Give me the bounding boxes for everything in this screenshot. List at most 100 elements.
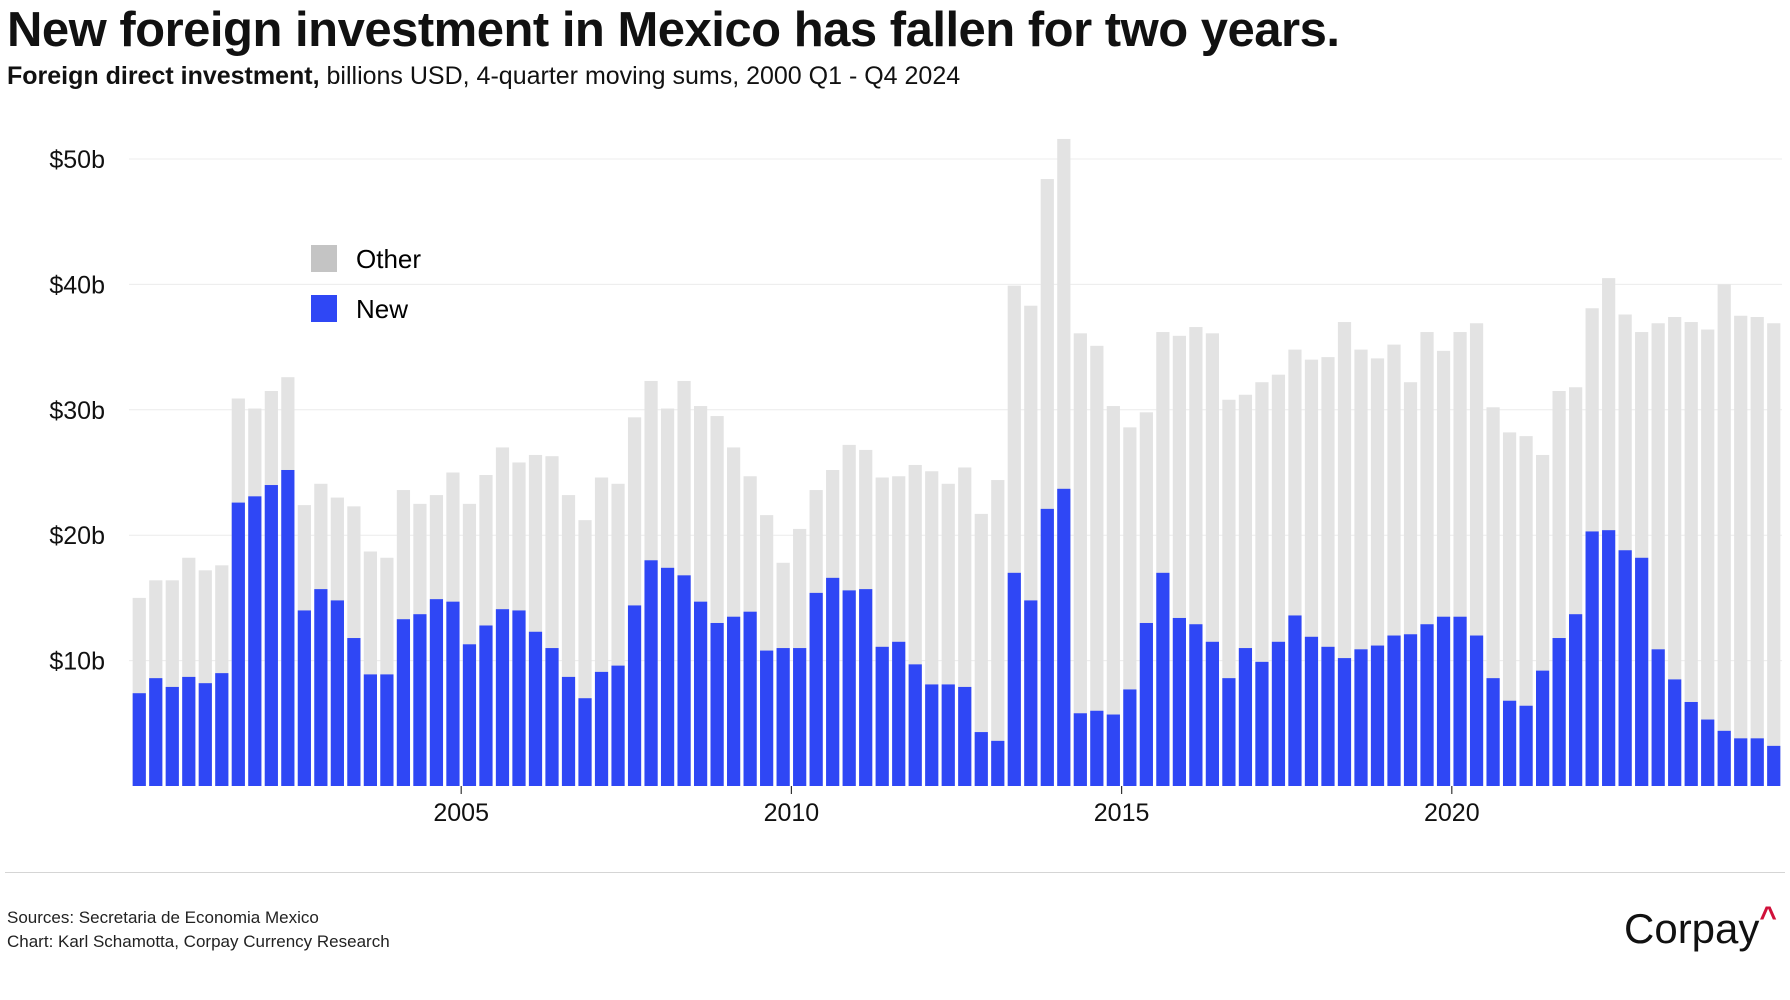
bar-new	[215, 673, 229, 786]
logo-mark: ^	[1759, 901, 1777, 934]
bar-new	[710, 622, 724, 786]
bar-new	[1123, 689, 1137, 786]
y-tick-label: $10b	[49, 648, 105, 676]
credit-text: Chart: Karl Schamotta, Corpay Currency R…	[7, 932, 390, 951]
bar-new	[1007, 572, 1021, 786]
bar-new	[413, 614, 427, 786]
chart-subtitle: Foreign direct investment, billions USD,…	[7, 62, 960, 91]
bar-new	[231, 502, 245, 786]
bar-new	[677, 575, 691, 786]
bar-new	[347, 638, 361, 786]
x-tick-label: 2010	[764, 799, 820, 827]
bar-new	[1354, 649, 1368, 786]
bar-new	[561, 676, 576, 786]
bar-new	[1172, 617, 1186, 786]
bar-new	[545, 648, 559, 786]
bar-chart: $10b $20b $30b $40b $50b 2005 2010 2015 2020 Ot…	[49, 138, 1782, 827]
bar-other	[1734, 315, 1748, 786]
y-tick-label: $20b	[49, 522, 105, 550]
bar-other	[1073, 333, 1087, 786]
subtitle-bold: Foreign direct investment,	[7, 62, 320, 90]
bar-new	[1618, 550, 1632, 786]
bar-new	[1602, 530, 1616, 786]
bar-new	[859, 589, 873, 786]
bar-new	[1536, 670, 1550, 786]
bar-new	[380, 674, 394, 786]
bar-other	[1668, 317, 1682, 786]
bar-new	[1057, 488, 1071, 786]
bar-new	[528, 631, 543, 786]
bar-other	[1519, 436, 1533, 786]
bar-new	[1288, 615, 1302, 786]
bar-new	[925, 684, 939, 786]
bar-new	[875, 646, 889, 786]
chart-title: New foreign investment in Mexico has fal…	[7, 3, 1340, 57]
y-tick-label: $40b	[49, 271, 105, 299]
bar-new	[149, 678, 163, 786]
bar-new	[1767, 745, 1781, 786]
bar-new	[1271, 641, 1286, 786]
legend-swatch-new	[311, 295, 337, 322]
bar-other	[1750, 317, 1764, 786]
bar-new	[281, 469, 295, 786]
y-axis-ticks: $10b $20b $30b $40b $50b	[49, 146, 105, 676]
bar-new	[1436, 616, 1451, 786]
bars	[132, 138, 1781, 787]
bar-new	[429, 599, 444, 786]
bar-other	[1106, 406, 1120, 786]
subtitle-rest: billions USD, 4-quarter moving sums, 200…	[319, 62, 961, 90]
bar-new	[479, 625, 493, 786]
bar-new	[1255, 661, 1269, 786]
bar-new	[958, 686, 972, 786]
x-axis-ticks: 2005 2010 2015 2020	[433, 786, 1480, 827]
legend: Other New	[311, 244, 421, 324]
bar-new	[1701, 719, 1715, 786]
bar-new	[182, 676, 196, 786]
bar-new	[1337, 658, 1352, 786]
bar-new	[1222, 678, 1236, 786]
footer-divider	[5, 872, 1785, 873]
bar-new	[826, 577, 840, 786]
bar-new	[1750, 738, 1764, 786]
bar-new	[1139, 622, 1153, 786]
bar-new	[991, 740, 1005, 786]
bar-new	[644, 560, 658, 786]
bar-new	[776, 648, 790, 786]
bar-new	[941, 684, 955, 786]
bar-new	[1238, 648, 1253, 786]
bar-new	[446, 601, 460, 786]
bar-new	[1040, 508, 1054, 786]
x-tick-label: 2020	[1424, 799, 1480, 827]
bar-new	[1370, 645, 1385, 786]
bar-other	[1701, 329, 1715, 786]
bar-new	[363, 674, 377, 786]
bar-new	[165, 686, 179, 786]
bar-new	[264, 485, 278, 786]
bar-other	[1502, 432, 1517, 786]
bar-new	[1469, 635, 1484, 786]
corpay-logo: Corpay^	[1624, 901, 1777, 953]
bar-new	[1024, 600, 1038, 786]
bar-new	[495, 609, 510, 786]
bar-new	[743, 611, 757, 786]
bar-new	[1552, 638, 1566, 786]
bar-new	[248, 496, 262, 786]
bar-new	[760, 650, 774, 786]
bar-new	[578, 698, 592, 786]
bar-new	[512, 610, 526, 786]
bar-other	[974, 513, 988, 786]
legend-label-other: Other	[356, 244, 421, 274]
bar-new	[1321, 646, 1335, 786]
bar-new	[727, 616, 741, 786]
bar-new	[1156, 572, 1170, 786]
x-tick-label: 2015	[1094, 799, 1150, 827]
bar-new	[660, 567, 675, 786]
sources-text: Sources: Secretaria de Economia Mexico	[7, 908, 319, 927]
y-tick-label: $30b	[49, 397, 105, 425]
bar-new	[1387, 635, 1401, 786]
bar-new	[1635, 557, 1649, 786]
bar-new	[611, 665, 625, 786]
bar-new	[1106, 714, 1120, 786]
bar-new	[1403, 634, 1418, 786]
x-tick-label: 2005	[433, 799, 489, 827]
